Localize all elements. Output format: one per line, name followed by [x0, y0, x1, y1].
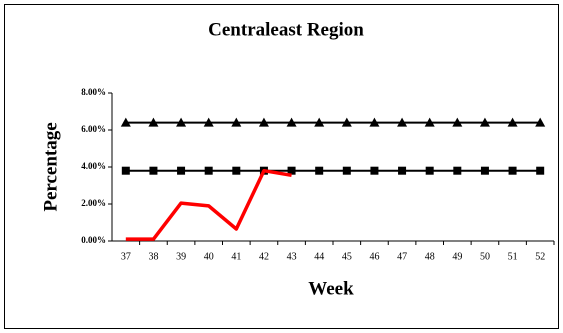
chart-frame [4, 4, 559, 329]
square-marker [232, 166, 241, 175]
triangle-marker [341, 117, 352, 127]
triangle-marker [424, 117, 435, 127]
x-tick-label: 40 [204, 251, 214, 262]
square-marker [149, 166, 158, 175]
triangle-marker [452, 117, 463, 127]
x-tick-label: 38 [148, 251, 158, 262]
triangle-marker [286, 117, 297, 127]
x-tick-label: 51 [508, 251, 518, 262]
square-marker [315, 166, 324, 175]
chart-title: Centraleast Region [208, 19, 364, 40]
y-tick-label: 6.00% [81, 124, 106, 134]
triangle-marker [203, 117, 214, 127]
y-axis-label: Percentage [40, 122, 61, 211]
x-tick-label: 50 [480, 251, 490, 262]
x-tick-label: 43 [287, 251, 297, 262]
square-marker [287, 166, 296, 175]
x-tick-label: 41 [231, 251, 241, 262]
square-marker [204, 166, 213, 175]
triangle-marker [535, 117, 546, 127]
square-marker [121, 166, 130, 175]
square-marker [536, 166, 545, 175]
x-tick-label: 47 [397, 251, 407, 262]
x-tick-label: 37 [121, 251, 131, 262]
y-tick-label: 4.00% [81, 161, 106, 171]
series-line [125, 168, 292, 241]
x-tick-label: 46 [369, 251, 379, 262]
square-marker [453, 166, 462, 175]
square-marker [425, 166, 434, 175]
square-marker [480, 166, 489, 175]
square-marker [177, 166, 186, 175]
square-marker [398, 166, 407, 175]
square-marker [370, 166, 379, 175]
x-tick-label: 48 [425, 251, 435, 262]
triangle-marker [479, 117, 490, 127]
triangle-marker [231, 117, 242, 127]
triangle-marker [507, 117, 518, 127]
triangle-marker [369, 117, 380, 127]
x-tick-label: 44 [314, 251, 324, 262]
triangle-marker [176, 117, 187, 127]
x-tick-label: 49 [452, 251, 462, 262]
x-tick-label: 52 [535, 251, 545, 262]
y-tick-label: 0.00% [81, 235, 106, 245]
x-tick-label: 42 [259, 251, 269, 262]
y-tick-label: 2.00% [81, 198, 106, 208]
y-tick-label: 8.00% [81, 87, 106, 97]
triangle-marker [258, 117, 269, 127]
triangle-marker [314, 117, 325, 127]
triangle-marker [148, 117, 159, 127]
triangle-marker [120, 117, 131, 127]
x-tick-label: 39 [176, 251, 186, 262]
x-tick-label: 45 [342, 251, 352, 262]
square-marker [508, 166, 517, 175]
x-axis-label: Week [308, 278, 354, 299]
square-marker [342, 166, 351, 175]
triangle-marker [397, 117, 408, 127]
